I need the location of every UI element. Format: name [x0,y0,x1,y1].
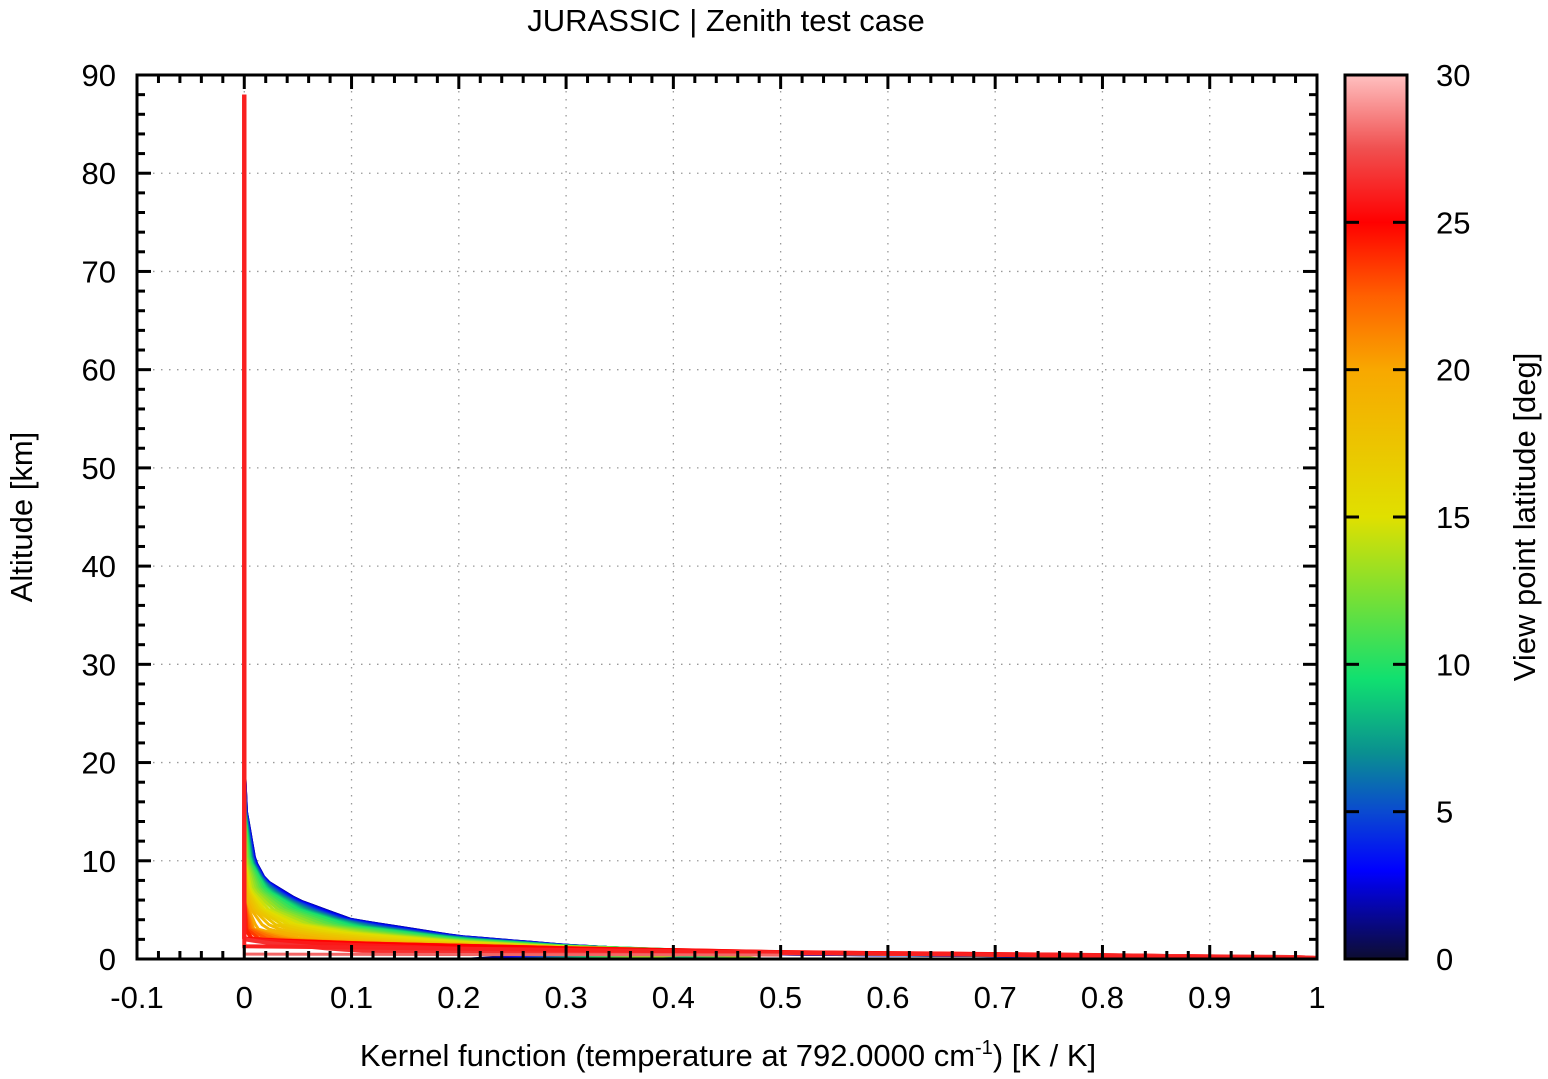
y-tick-label: 60 [82,353,116,388]
y-tick-label: 0 [99,942,116,977]
chart-title: JURASSIC | Zenith test case [527,3,924,38]
colorbar-tick-label: 20 [1436,353,1470,388]
y-axis-label: Altitude [km] [4,432,39,603]
colorbar-label: View point latitude [deg] [1507,353,1542,682]
grid-lines [137,75,1317,959]
x-tick-label: 0.2 [437,980,480,1015]
y-tick-label: 70 [82,254,116,289]
colorbar-tick-label: 5 [1436,795,1453,830]
x-axis-label: Kernel function (temperature at 792.0000… [360,1037,1096,1073]
plot-frame [135,73,1319,961]
x-tick-labels: -0.1 0 0.1 0.2 0.3 0.4 0.5 0.6 0.7 0.8 0.9 1 [110,980,1325,1015]
x-tick-label: 0.4 [652,980,695,1015]
y-tick-label: 50 [82,451,116,486]
x-tick-label: 0.6 [866,980,909,1015]
colorbar-tick-labels: 0 5 10 15 20 25 30 [1436,58,1470,977]
x-tick-label: 1 [1308,980,1325,1015]
y-tick-label: 10 [82,844,116,879]
colorbar-tick-label: 25 [1436,205,1470,240]
y-tick-labels: 0 10 20 30 40 50 60 70 80 90 [82,58,116,977]
x-tick-label: -0.1 [110,980,163,1015]
colorbar-frame [1343,73,1409,961]
x-tick-label: 0 [236,980,253,1015]
y-tick-label: 40 [82,549,116,584]
x-tick-label: 0.9 [1188,980,1231,1015]
colorbar-tick-label: 15 [1436,500,1470,535]
x-tick-label: 0.3 [545,980,588,1015]
colorbar-tick-label: 30 [1436,58,1470,93]
kernel-curves [242,94,1317,959]
colorbar-tick-label: 0 [1436,942,1453,977]
x-tick-label: 0.8 [1081,980,1124,1015]
x-tick-label: 0.1 [330,980,373,1015]
y-tick-label: 30 [82,647,116,682]
x-tick-label: 0.7 [974,980,1017,1015]
y-tick-label: 80 [82,156,116,191]
x-tick-label: 0.5 [759,980,802,1015]
colorbar-tick-label: 10 [1436,647,1470,682]
colorbar: 0 5 10 15 20 25 30 View point latitude [deg] [1343,58,1542,977]
y-tick-label: 90 [82,58,116,93]
axis-ticks [135,73,1319,961]
y-tick-label: 20 [82,746,116,781]
